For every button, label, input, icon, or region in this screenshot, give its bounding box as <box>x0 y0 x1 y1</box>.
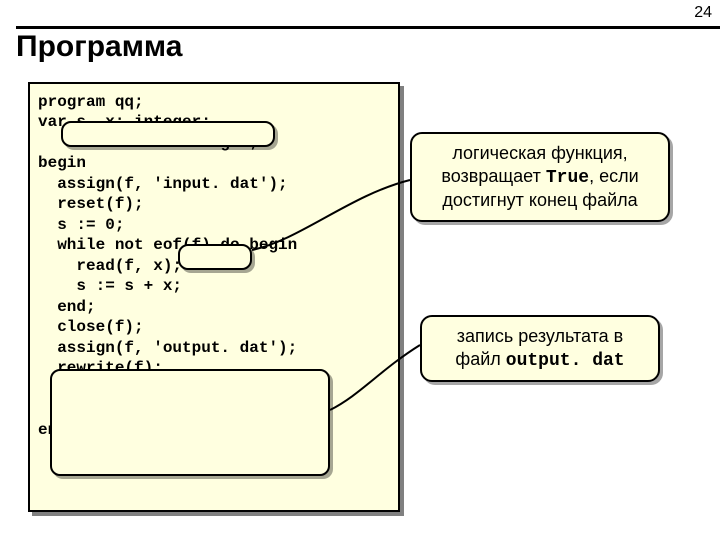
callout-line: файл output. dat <box>455 349 624 369</box>
callout-line: достигнут конец файла <box>442 190 637 210</box>
page-number: 24 <box>694 4 712 22</box>
callout-eof: логическая функция, возвращает True, есл… <box>410 132 670 222</box>
highlight-output-block <box>50 369 330 476</box>
highlight-eof <box>178 244 252 270</box>
top-rule <box>16 26 720 29</box>
callout-line: возвращает True, если <box>441 166 638 186</box>
callout-line: логическая функция, <box>452 143 627 163</box>
page-title: Программа <box>16 30 182 64</box>
callout-line: запись результата в <box>457 326 623 346</box>
highlight-file-decl <box>61 121 275 147</box>
callout-output: запись результата в файл output. dat <box>420 315 660 382</box>
